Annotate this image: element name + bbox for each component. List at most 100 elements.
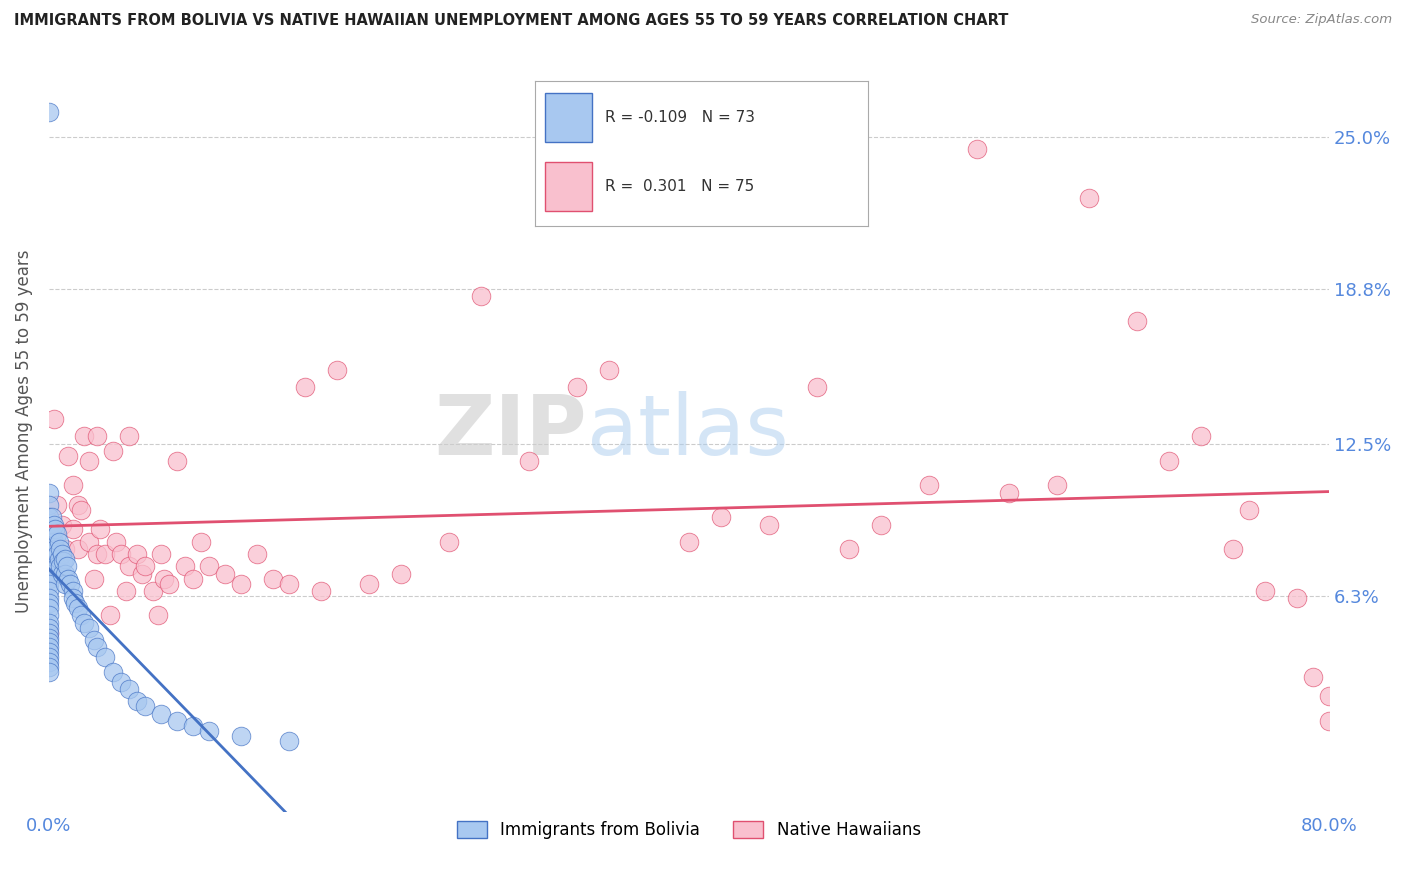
Point [517, 454, 540, 468]
Point [166, 454, 188, 468]
Point [229, 729, 252, 743]
Point [49, 559, 72, 574]
Point [38, 559, 60, 574]
Point [309, 583, 332, 598]
Point [181, 572, 204, 586]
Point [46, 498, 69, 512]
Point [153, 572, 176, 586]
Point [42, 534, 65, 549]
Point [598, 363, 620, 377]
Point [46, 547, 69, 561]
Point [1285, 591, 1308, 606]
Point [53, 552, 76, 566]
Point [86, 429, 108, 443]
Point [1077, 191, 1099, 205]
Point [86, 547, 108, 561]
Point [53, 576, 76, 591]
Point [1317, 690, 1340, 704]
Text: atlas: atlas [586, 391, 789, 472]
Point [1237, 503, 1260, 517]
Point [46, 559, 69, 574]
Point [38, 583, 60, 598]
Point [278, 733, 301, 747]
Text: IMMIGRANTS FROM BOLIVIA VS NATIVE HAWAIIAN UNEMPLOYMENT AMONG AGES 55 TO 59 YEAR: IMMIGRANTS FROM BOLIVIA VS NATIVE HAWAII… [14, 13, 1008, 29]
Point [38, 105, 60, 120]
Point [125, 547, 148, 561]
Point [1126, 314, 1149, 328]
Point [101, 665, 124, 679]
Point [38, 527, 60, 541]
Point [89, 523, 111, 537]
Point [56, 572, 79, 586]
Point [62, 523, 84, 537]
Point [966, 142, 988, 156]
Point [38, 485, 60, 500]
Point [437, 534, 460, 549]
Text: ZIP: ZIP [434, 391, 586, 472]
Point [38, 601, 60, 615]
Point [62, 478, 84, 492]
Point [1046, 478, 1069, 492]
Point [53, 566, 76, 581]
Point [326, 363, 349, 377]
Point [166, 714, 188, 728]
Point [918, 478, 941, 492]
Point [73, 429, 96, 443]
Point [38, 625, 60, 640]
Point [38, 576, 60, 591]
Point [48, 552, 70, 566]
Point [77, 534, 100, 549]
Point [38, 655, 60, 669]
Point [98, 608, 121, 623]
Y-axis label: Unemployment Among Ages 55 to 59 years: Unemployment Among Ages 55 to 59 years [15, 250, 32, 613]
Point [294, 380, 316, 394]
Point [66, 542, 89, 557]
Point [758, 517, 780, 532]
Point [181, 719, 204, 733]
Point [38, 566, 60, 581]
Point [94, 650, 117, 665]
Point [125, 694, 148, 708]
Point [198, 723, 221, 738]
Point [38, 631, 60, 645]
Point [998, 485, 1021, 500]
Point [38, 572, 60, 586]
Point [42, 517, 65, 532]
Point [101, 444, 124, 458]
Point [389, 566, 412, 581]
Point [1254, 583, 1277, 598]
Point [42, 412, 65, 426]
Point [174, 559, 197, 574]
Point [246, 547, 269, 561]
Point [66, 601, 89, 615]
Point [149, 547, 172, 561]
Point [70, 608, 93, 623]
Point [229, 576, 252, 591]
Point [51, 547, 73, 561]
Point [41, 527, 63, 541]
Point [73, 615, 96, 630]
Point [38, 608, 60, 623]
Point [38, 621, 60, 635]
Point [48, 534, 70, 549]
Point [1157, 454, 1180, 468]
Point [131, 566, 153, 581]
Point [838, 542, 860, 557]
Point [38, 635, 60, 649]
Point [66, 498, 89, 512]
Legend: Immigrants from Bolivia, Native Hawaiians: Immigrants from Bolivia, Native Hawaiian… [450, 814, 928, 846]
Point [38, 510, 60, 524]
Point [77, 454, 100, 468]
Point [70, 503, 93, 517]
Point [38, 660, 60, 674]
Point [1222, 542, 1244, 557]
Point [44, 523, 66, 537]
Point [38, 547, 60, 561]
Point [38, 498, 60, 512]
Point [51, 566, 73, 581]
Point [806, 380, 828, 394]
Point [94, 547, 117, 561]
Point [62, 591, 84, 606]
Point [38, 650, 60, 665]
Point [710, 510, 733, 524]
